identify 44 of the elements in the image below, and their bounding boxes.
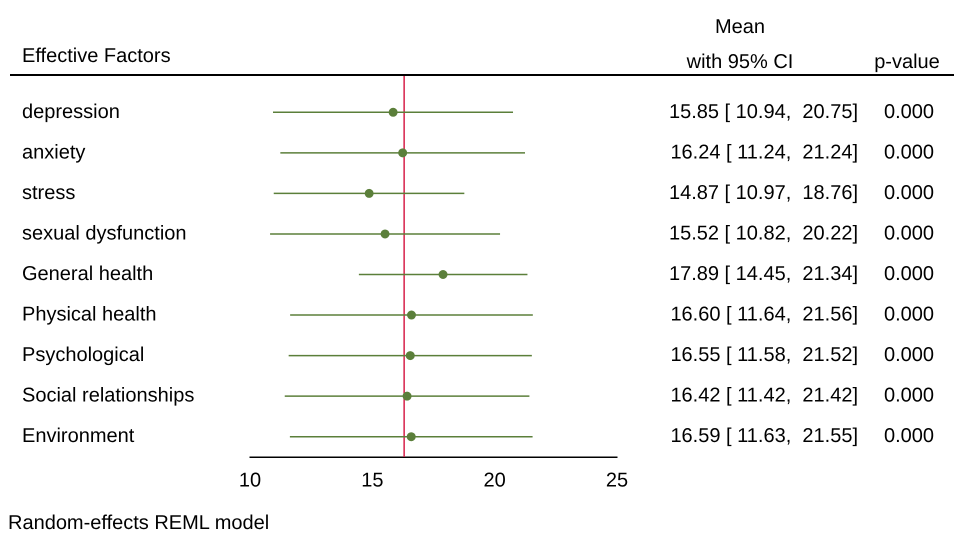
y-tick-label: Environment bbox=[22, 425, 135, 448]
text: Random-effects REML model bbox=[8, 511, 270, 536]
text: 0.000 bbox=[884, 222, 934, 244]
text: Mean with 95% CI bbox=[686, 15, 794, 75]
data-label: 17.89 [ 14.45, 21.34] bbox=[668, 263, 858, 286]
data-label: 16.24 [ 11.24, 21.24] bbox=[670, 141, 858, 164]
text: 0.000 bbox=[884, 263, 934, 286]
y-tick-label: sexual dysfunction bbox=[22, 222, 187, 244]
y-tick-label: stress bbox=[22, 182, 76, 204]
point bbox=[406, 432, 416, 442]
data-label: 16.42 [ 11.42, 21.42] bbox=[670, 384, 858, 407]
data-label: 15.85 [ 10.94, 20.75] bbox=[668, 100, 858, 123]
text: 0.000 bbox=[884, 182, 934, 204]
y-tick-label: Social relationships bbox=[22, 384, 194, 407]
text: 0.000 bbox=[884, 304, 934, 326]
data-label: 16.55 [ 11.58, 21.52] bbox=[670, 344, 858, 366]
data-label: 16.60 [ 11.64, 21.56] bbox=[670, 304, 858, 326]
point bbox=[406, 351, 415, 360]
text: 0.000 bbox=[884, 425, 934, 448]
y-tick-label: General health bbox=[22, 263, 154, 286]
y-tick-label: anxiety bbox=[22, 141, 86, 164]
text: 0.000 bbox=[884, 141, 934, 164]
x-tick-label: 15 bbox=[361, 470, 384, 492]
point bbox=[406, 310, 416, 320]
text: 0.000 bbox=[884, 384, 934, 407]
point bbox=[364, 188, 374, 198]
data-label: 16.59 [ 11.63, 21.55] bbox=[670, 425, 858, 448]
data-label: 15.52 [ 10.82, 20.22] bbox=[668, 222, 858, 244]
text: p-value bbox=[873, 50, 941, 75]
x-tick-label: 10 bbox=[238, 470, 262, 492]
text: 0.000 bbox=[884, 344, 934, 366]
y-axis-title: Effective Factors bbox=[22, 45, 171, 68]
point bbox=[380, 229, 390, 238]
x-tick-label: 25 bbox=[606, 470, 628, 492]
y-tick-label: Psychological bbox=[22, 344, 144, 366]
x-tick-label: 20 bbox=[484, 470, 506, 492]
data-label: 14.87 [ 10.97, 18.76] bbox=[668, 182, 858, 204]
point bbox=[402, 392, 412, 401]
point bbox=[388, 108, 398, 117]
y-tick-label: depression bbox=[22, 100, 120, 123]
point bbox=[398, 148, 408, 158]
point bbox=[438, 270, 448, 279]
text: 0.000 bbox=[884, 100, 934, 123]
y-tick-label: Physical health bbox=[22, 304, 157, 326]
